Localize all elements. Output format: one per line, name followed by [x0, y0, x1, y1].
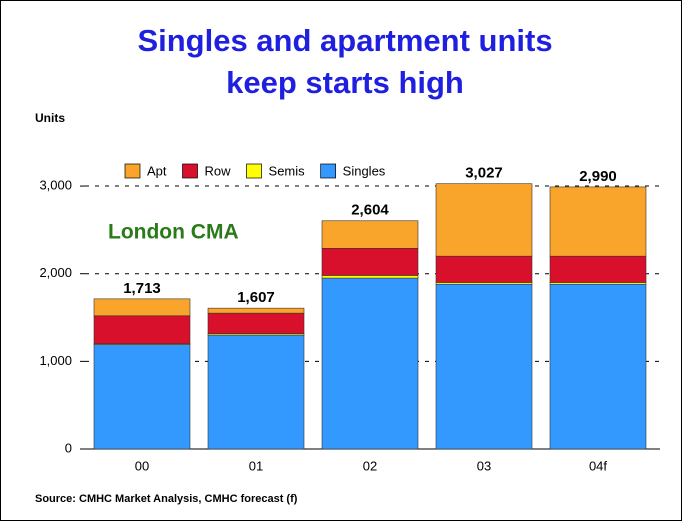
annotation: London CMA	[108, 221, 239, 244]
total-label: 2,990	[579, 168, 617, 185]
legend-swatch	[320, 163, 337, 179]
bar-segment	[549, 255, 647, 283]
y-axis-label: Units	[35, 111, 65, 125]
x-tick-label: 01	[249, 458, 263, 473]
legend-label: Apt	[147, 163, 167, 178]
total-label: 1,607	[237, 289, 275, 306]
legend-swatch	[124, 163, 141, 179]
bar-segment	[549, 186, 647, 257]
bar-segment	[207, 312, 305, 335]
bar-segment	[93, 344, 191, 450]
y-tick-label: 2,000	[39, 265, 72, 280]
x-tick-label: 04f	[589, 458, 607, 473]
legend-label: Singles	[343, 163, 386, 178]
bar-segment	[549, 283, 647, 450]
total-label: 1,713	[123, 280, 161, 297]
bar-segment	[321, 220, 419, 249]
bar-segment	[321, 277, 419, 450]
bar-segment	[93, 298, 191, 317]
x-tick-label: 00	[135, 458, 149, 473]
legend-swatch	[246, 163, 262, 179]
total-label: 2,604	[351, 202, 389, 219]
chart-title: Singles and apartment units	[137, 23, 552, 58]
chart-title: keep starts high	[226, 65, 464, 100]
legend-label: Semis	[269, 163, 306, 178]
bar-segment	[435, 255, 533, 283]
y-tick-label: 0	[65, 440, 72, 455]
bar-segment	[207, 307, 305, 314]
bar-segment	[435, 183, 533, 257]
total-label: 3,027	[465, 165, 503, 182]
bar-segment	[93, 315, 191, 345]
legend-label: Row	[205, 163, 232, 178]
legend-swatch	[182, 163, 198, 179]
x-tick-label: 02	[363, 458, 377, 473]
bar-segment	[321, 275, 419, 279]
bar-segment	[435, 283, 533, 450]
x-tick-label: 03	[477, 458, 491, 473]
source: Source: CMHC Market Analysis, CMHC forec…	[35, 493, 298, 505]
y-tick-label: 1,000	[39, 353, 72, 368]
y-tick-label: 3,000	[39, 177, 72, 192]
bar-segment	[321, 247, 419, 276]
bar-segment	[207, 334, 305, 450]
